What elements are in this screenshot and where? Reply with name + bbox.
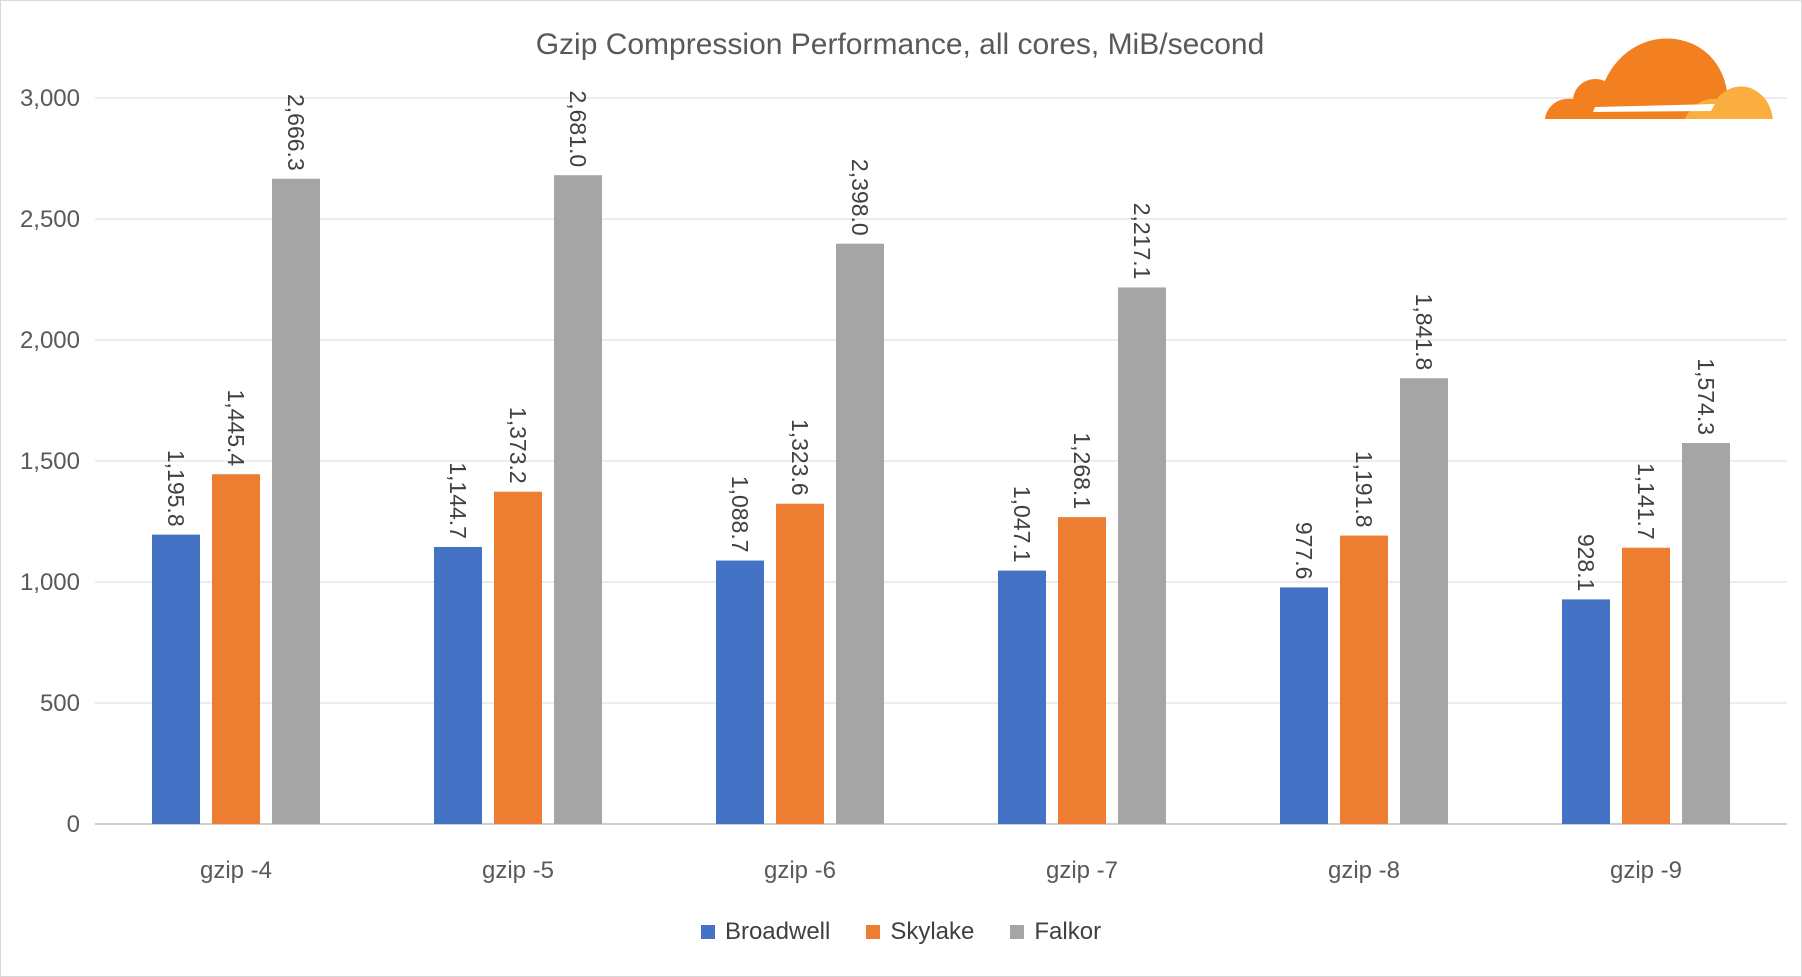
data-label: 1,195.8	[163, 450, 189, 527]
data-label: 1,323.6	[787, 419, 813, 496]
legend-item-skylake: Skylake	[866, 918, 974, 946]
bar-broadwell	[1280, 587, 1328, 824]
bar-skylake	[1340, 535, 1388, 824]
bar-falkor	[554, 175, 602, 824]
bar-broadwell	[998, 570, 1046, 824]
y-tick-label: 2,000	[20, 327, 80, 354]
data-label: 1,047.1	[1009, 486, 1035, 563]
chart-title: Gzip Compression Performance, all cores,…	[536, 28, 1265, 61]
y-tick-label: 3,000	[20, 85, 80, 112]
legend-item-falkor: Falkor	[1010, 918, 1101, 946]
y-tick-label: 2,500	[20, 206, 80, 233]
y-tick-label: 1,500	[20, 448, 80, 475]
legend-swatch	[866, 925, 881, 939]
y-tick-label: 0	[67, 811, 80, 838]
data-label: 2,398.0	[847, 159, 873, 236]
y-tick-label: 1,000	[20, 569, 80, 596]
cloudflare-logo	[1545, 38, 1773, 119]
x-tick-label: gzip -4	[200, 857, 272, 884]
data-label: 2,217.1	[1129, 203, 1155, 280]
bar-falkor	[1118, 287, 1166, 824]
bar-falkor	[836, 243, 884, 824]
cloud-gap	[1593, 104, 1715, 112]
x-axis: gzip -4 gzip -5 gzip -6 gzip -7 gzip -8 gzip …	[200, 857, 1682, 884]
bar-broadwell	[1562, 599, 1610, 824]
bar-falkor	[272, 178, 320, 825]
bar-skylake	[494, 491, 542, 824]
data-label: 1,191.8	[1351, 451, 1377, 528]
legend-label: Broadwell	[724, 918, 831, 945]
bar-falkor	[1400, 378, 1448, 824]
legend-item-broadwell: Broadwell	[700, 918, 831, 946]
data-label: 1,445.4	[223, 389, 249, 466]
data-label: 1,373.2	[505, 407, 531, 484]
y-tick-label: 500	[40, 690, 80, 717]
cloud-main-shape	[1545, 38, 1728, 119]
data-label: 1,841.8	[1411, 294, 1437, 371]
bar-skylake	[212, 474, 260, 824]
bar-broadwell	[434, 546, 482, 824]
bar-broadwell	[716, 560, 764, 824]
data-label: 1,144.7	[445, 462, 471, 539]
legend-label: Falkor	[1034, 918, 1102, 945]
bar-falkor	[1682, 443, 1730, 824]
legend: Broadwell Skylake Falkor	[0, 918, 1802, 946]
data-label: 1,141.7	[1633, 463, 1659, 540]
data-label: 2,666.3	[283, 94, 309, 171]
bar-skylake	[1622, 547, 1670, 824]
gridlines	[95, 97, 1787, 825]
x-tick-label: gzip -7	[1046, 857, 1118, 884]
data-label: 2,681.0	[565, 90, 591, 167]
legend-label: Skylake	[890, 918, 975, 945]
bar-broadwell	[152, 534, 200, 824]
data-label: 1,574.3	[1693, 358, 1719, 435]
x-tick-label: gzip -6	[764, 857, 836, 884]
data-label: 928.1	[1573, 534, 1599, 592]
y-axis: 0 500 1,000 1,500 2,000 2,500 3,000	[20, 85, 80, 838]
x-tick-label: gzip -5	[482, 857, 554, 884]
data-label: 977.6	[1291, 522, 1317, 580]
x-tick-label: gzip -8	[1328, 857, 1400, 884]
bars	[152, 175, 1730, 825]
bar-skylake	[1058, 517, 1106, 824]
data-labels: 1,195.8 1,445.4 2,666.3 1,144.7 1,373.2 2,681…	[163, 90, 1719, 591]
legend-swatch	[1010, 925, 1025, 939]
x-tick-label: gzip -9	[1610, 857, 1682, 884]
data-label: 1,268.1	[1069, 432, 1095, 509]
data-label: 1,088.7	[727, 476, 753, 553]
legend-swatch	[700, 925, 715, 939]
bar-skylake	[776, 503, 824, 824]
